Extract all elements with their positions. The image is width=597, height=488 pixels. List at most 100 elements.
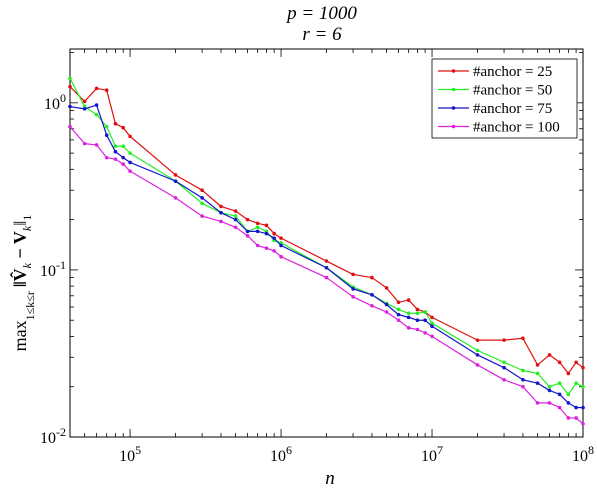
- data-point: [475, 353, 480, 357]
- data-point: [581, 365, 585, 370]
- data-point: [566, 401, 571, 405]
- x-tick-exp: 5: [135, 443, 141, 457]
- data-point: [521, 336, 525, 341]
- data-point: [502, 360, 506, 365]
- data-point: [557, 405, 562, 410]
- data-point: [279, 254, 283, 259]
- data-point: [121, 162, 125, 166]
- data-point: [574, 416, 578, 420]
- data-point: [68, 84, 72, 89]
- data-point: [113, 144, 118, 149]
- data-point: [521, 377, 525, 382]
- data-point: [128, 151, 132, 155]
- data-point: [535, 363, 540, 367]
- y-axis-label-sub: 1≤k≤r: [23, 291, 37, 320]
- x-tick-base: 10: [119, 448, 135, 465]
- legend: #anchor = 25 #anchor = 50 #anchor = 75 #anc…: [431, 58, 578, 139]
- data-point: [68, 104, 72, 109]
- data-point: [94, 103, 99, 107]
- data-point: [535, 371, 540, 376]
- x-tick-base: 10: [421, 448, 437, 465]
- data-point: [279, 236, 283, 240]
- data-point: [547, 401, 552, 405]
- data-point: [279, 243, 283, 248]
- data-point: [264, 246, 269, 250]
- data-point: [430, 334, 434, 339]
- y-axis-label-k1: k: [20, 262, 34, 268]
- data-point: [173, 179, 178, 183]
- x-axis-label: n: [325, 468, 335, 488]
- data-point: [272, 231, 276, 236]
- data-point: [121, 155, 125, 160]
- data-point: [406, 315, 411, 320]
- x-tick-base: 10: [270, 448, 286, 465]
- data-point: [415, 307, 420, 312]
- data-point: [233, 217, 238, 222]
- data-point: [547, 353, 552, 357]
- y-axis-label-k2: k: [20, 225, 34, 231]
- data-point: [566, 371, 571, 376]
- y-axis-label-one: 1: [20, 215, 34, 221]
- data-point: [521, 368, 525, 373]
- data-point: [430, 321, 434, 325]
- legend-label: #anchor = 50: [473, 83, 552, 99]
- y-tick-base: 10: [40, 263, 56, 280]
- data-point: [94, 112, 99, 117]
- data-point: [370, 275, 374, 280]
- series-line: [69, 78, 584, 395]
- data-point: [351, 272, 355, 277]
- chart-title-line-2: r = 6: [302, 24, 342, 45]
- data-point: [104, 133, 109, 138]
- data-point: [104, 88, 109, 93]
- data-point: [264, 223, 269, 228]
- data-point: [581, 384, 585, 389]
- data-point: [128, 169, 132, 173]
- data-point: [233, 225, 238, 230]
- y-axis-label-op: max: [10, 320, 30, 351]
- y-tick-label: 10-1: [40, 258, 66, 280]
- data-point: [384, 302, 389, 307]
- x-tick-label: 106: [270, 443, 292, 465]
- data-point: [324, 259, 329, 263]
- data-point: [475, 363, 480, 367]
- legend-label: #anchor = 100: [473, 120, 560, 136]
- x-tick-exp: 6: [286, 443, 292, 457]
- legend-swatch-marker: [451, 69, 456, 73]
- legend-swatch-marker: [451, 124, 456, 129]
- data-point: [406, 326, 411, 330]
- x-tick-exp: 7: [437, 443, 443, 457]
- x-tick-label: 108: [572, 443, 594, 465]
- y-axis-label-minus: − V: [10, 231, 30, 263]
- series-line: [69, 104, 583, 409]
- data-point: [113, 121, 118, 126]
- data-point: [502, 365, 506, 370]
- x-tick-label: 107: [421, 443, 443, 465]
- data-point: [535, 381, 540, 385]
- y-tick-exp: -1: [56, 258, 66, 272]
- y-tick-base: 10: [40, 430, 56, 447]
- data-point: [128, 134, 132, 139]
- data-point: [104, 155, 109, 160]
- data-point: [475, 348, 480, 353]
- data-point: [324, 265, 329, 270]
- data-point: [557, 381, 562, 385]
- data-point: [581, 405, 585, 410]
- data-point: [113, 157, 118, 161]
- data-point: [113, 149, 118, 154]
- data-point: [94, 143, 99, 147]
- data-point: [82, 107, 87, 111]
- y-axis-label-expr: ‖V̂: [10, 268, 30, 287]
- data-point: [423, 318, 427, 323]
- data-point: [423, 310, 427, 314]
- data-point: [557, 360, 562, 365]
- data-point: [255, 221, 260, 226]
- series-line: [69, 86, 584, 375]
- data-point: [415, 318, 420, 323]
- data-point: [406, 298, 411, 302]
- legend-swatch-marker: [451, 106, 456, 110]
- data-point: [245, 217, 250, 222]
- y-axis-label-norm: ‖: [10, 221, 30, 226]
- data-point: [200, 196, 204, 200]
- data-point: [566, 392, 571, 397]
